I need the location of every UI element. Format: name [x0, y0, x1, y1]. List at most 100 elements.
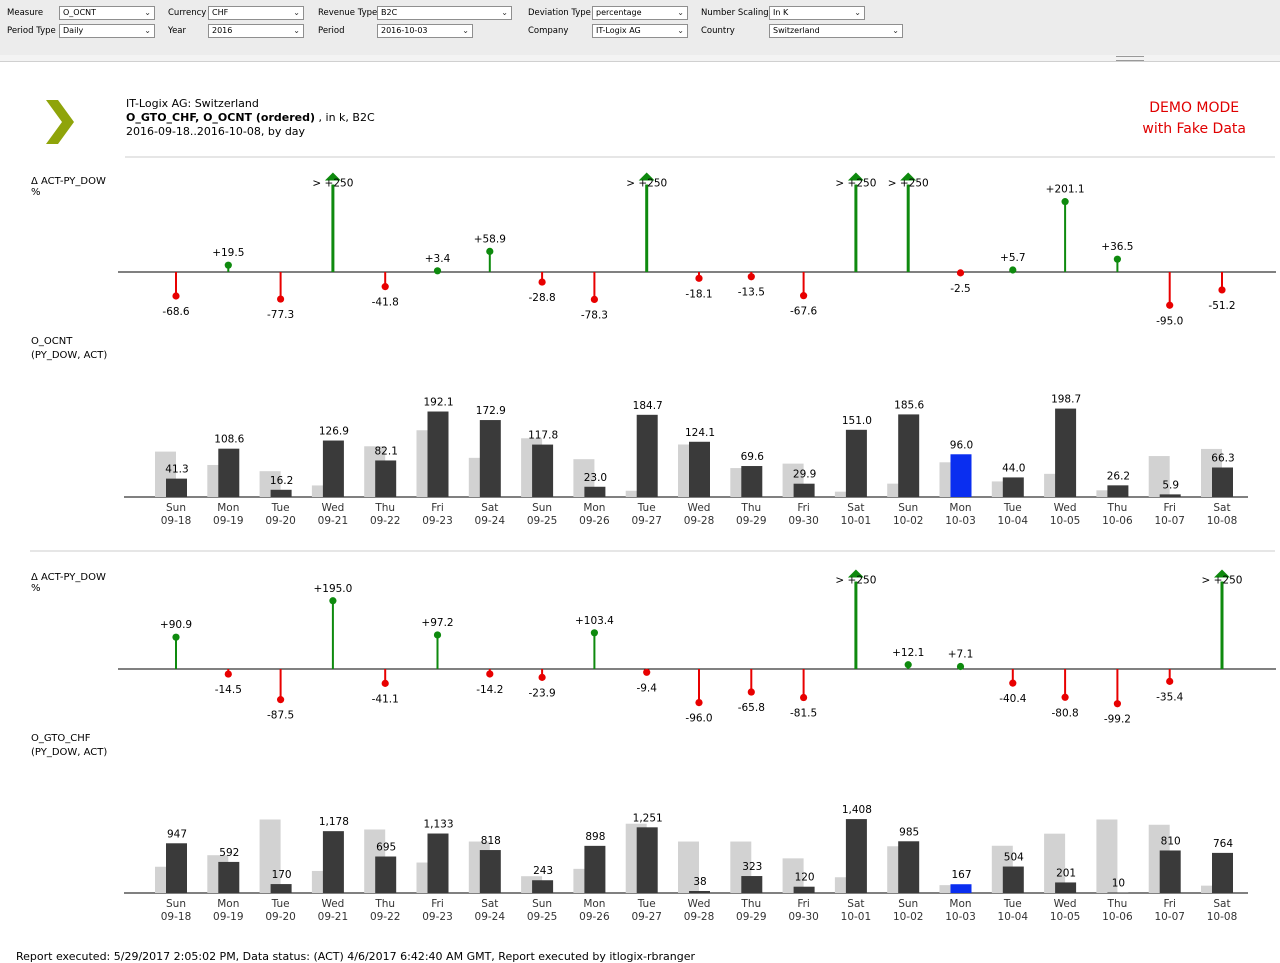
x-tick-date: 09-18 [161, 515, 192, 527]
data-label: -99.2 [1104, 714, 1131, 726]
py-bar [573, 459, 595, 497]
country-select[interactable]: Switzerland ⌄ [769, 24, 903, 38]
deviation-type-select[interactable]: percentage ⌄ [592, 6, 688, 20]
py-bar [521, 438, 543, 497]
deviation-dot [486, 670, 494, 678]
data-label: +12.1 [892, 647, 924, 659]
data-label: -78.3 [581, 309, 608, 321]
company-value: IT-Logix AG [596, 26, 641, 35]
x-tick-weekday: Thu [1107, 898, 1128, 910]
data-label: > +250 [835, 178, 876, 190]
chart-title: O_OCNT [31, 336, 73, 347]
deviation-dot [956, 269, 965, 277]
chevron-down-icon: ⌄ [293, 26, 300, 35]
data-label: -18.1 [685, 288, 712, 300]
data-label: 810 [1161, 835, 1181, 847]
panel-splitter[interactable] [0, 55, 1280, 62]
company-select[interactable]: IT-Logix AG ⌄ [592, 24, 688, 38]
deviation-dot [1113, 700, 1121, 708]
data-label: 126.9 [319, 426, 349, 438]
act-bar [689, 891, 710, 893]
py-bar [311, 870, 333, 893]
period-select[interactable]: 2016-10-03 ⌄ [377, 24, 473, 38]
revenue-type-value: B2C [381, 8, 398, 17]
py-bar [573, 868, 595, 893]
data-label: +5.7 [1000, 252, 1026, 264]
x-tick-weekday: Thu [1107, 502, 1128, 514]
x-tick-weekday: Fri [431, 898, 444, 910]
x-tick-weekday: Tue [637, 898, 656, 910]
x-tick-weekday: Sat [481, 898, 498, 910]
data-label: 69.6 [741, 451, 765, 463]
x-tick-date: 09-21 [318, 911, 349, 923]
data-label: 170 [272, 869, 292, 881]
data-label: -41.1 [372, 693, 399, 705]
py-bar [259, 471, 281, 497]
x-tick-weekday: Thu [374, 898, 395, 910]
x-tick-weekday: Wed [688, 898, 711, 910]
deviation-dot [329, 597, 337, 605]
act-bar [1107, 892, 1129, 893]
deviation-dot [224, 670, 232, 678]
act-bar [636, 414, 658, 497]
overflow-arrow-icon [900, 172, 917, 181]
act-bar [584, 486, 606, 497]
deviation-dot [486, 247, 494, 255]
py-bar [364, 446, 386, 497]
data-label: -14.5 [215, 684, 242, 696]
report-footer: Report executed: 5/29/2017 2:05:02 PM, D… [16, 950, 696, 963]
data-label: -9.4 [636, 682, 657, 694]
measure-select[interactable]: O_OCNT ⌄ [59, 6, 155, 20]
deviation-dot [433, 267, 442, 275]
chart-title: O_GTO_CHF [31, 733, 91, 744]
company-logo-icon [46, 100, 74, 144]
chevron-down-icon: ⌄ [677, 8, 684, 17]
x-tick-date: 09-27 [631, 911, 662, 923]
x-tick-date: 09-23 [422, 911, 453, 923]
py-bar [887, 483, 909, 497]
x-tick-date: 09-19 [213, 515, 244, 527]
splitter-grip-icon[interactable] [1116, 56, 1144, 61]
revenue-type-select[interactable]: B2C ⌄ [377, 6, 512, 20]
deviation-dot [172, 292, 180, 300]
number-scaling-select[interactable]: In K ⌄ [769, 6, 865, 20]
deviation-dot [1009, 266, 1017, 274]
py-bar [730, 841, 752, 893]
x-tick-date: 09-27 [631, 515, 662, 527]
act-bar [166, 478, 187, 497]
x-tick-date: 09-22 [370, 515, 401, 527]
act-bar [845, 429, 867, 497]
chart-title: Δ ACT-PY_DOW [31, 176, 106, 187]
py-bar [1044, 473, 1066, 497]
measure-label: Measure [7, 8, 44, 18]
deviation-dot [590, 295, 599, 304]
x-tick-date: 09-30 [788, 515, 819, 527]
x-tick-weekday: Tue [1003, 502, 1022, 514]
py-bar [155, 866, 176, 893]
currency-select[interactable]: CHF ⌄ [208, 6, 304, 20]
act-bar [793, 886, 815, 893]
year-select[interactable]: 2016 ⌄ [208, 24, 304, 38]
number-scaling-label: Number Scaling [701, 8, 769, 18]
chart-subtitle: (PY_DOW, ACT) [31, 350, 107, 361]
act-bar [375, 856, 397, 893]
py-bar [1148, 824, 1170, 893]
deviation-dot [747, 273, 755, 281]
x-tick-date: 10-02 [893, 515, 924, 527]
x-tick-weekday: Sat [481, 502, 498, 514]
period-type-select[interactable]: Daily ⌄ [59, 24, 155, 38]
act-bar [1107, 485, 1129, 497]
overflow-arrow-icon [324, 172, 341, 181]
x-tick-weekday: Sun [898, 898, 918, 910]
data-label: 695 [376, 842, 396, 854]
data-label: -23.9 [529, 687, 556, 699]
data-label: +3.4 [425, 253, 451, 265]
currency-value: CHF [212, 8, 229, 17]
act-bar [322, 440, 344, 497]
country-label: Country [701, 26, 735, 36]
py-bar [364, 829, 386, 893]
x-tick-date: 09-24 [475, 515, 506, 527]
x-tick-date: 09-30 [788, 911, 819, 923]
x-tick-date: 09-20 [265, 911, 296, 923]
